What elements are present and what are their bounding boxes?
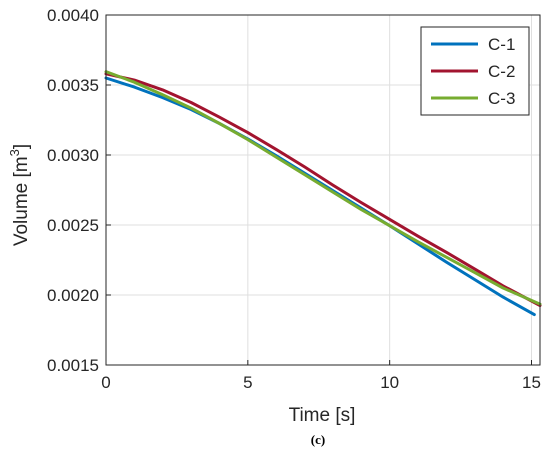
x-axis-title: Time [s]: [289, 405, 356, 426]
y-tick-label: 0.0030: [47, 146, 99, 165]
y-axis-ticks: 0.0015 0.0020 0.0025 0.0030 0.0035 0.0040: [47, 6, 111, 375]
x-tick-label: 15: [522, 373, 541, 392]
y-axis-title-close: ]: [11, 144, 32, 149]
x-axis-ticks: 0 5 10 15: [101, 360, 541, 392]
y-axis-title: Volume [m3]: [7, 144, 32, 246]
y-axis-title-superscript: 3: [7, 149, 22, 156]
figure-caption: (c): [311, 432, 325, 447]
x-tick-label: 0: [101, 373, 110, 392]
y-tick-label: 0.0035: [47, 76, 99, 95]
legend-label-c-2: C-2: [488, 62, 515, 81]
y-tick-label: 0.0025: [47, 216, 99, 235]
plot-frame: [105, 14, 541, 366]
series-line-c-3: [104, 70, 542, 306]
y-tick-label: 0.0015: [47, 356, 99, 375]
x-tick-label: 10: [380, 373, 399, 392]
legend-label-c-1: C-1: [488, 35, 515, 54]
y-tick-label: 0.0040: [47, 6, 99, 25]
legend-label-c-3: C-3: [488, 89, 515, 108]
series-lines: [104, 70, 542, 317]
series-line-c-2: [104, 72, 542, 307]
legend: C-1 C-2 C-3: [420, 26, 530, 116]
x-tick-label: 5: [243, 373, 252, 392]
y-axis-title-main: Volume [m: [11, 156, 32, 246]
y-tick-label: 0.0020: [47, 286, 99, 305]
